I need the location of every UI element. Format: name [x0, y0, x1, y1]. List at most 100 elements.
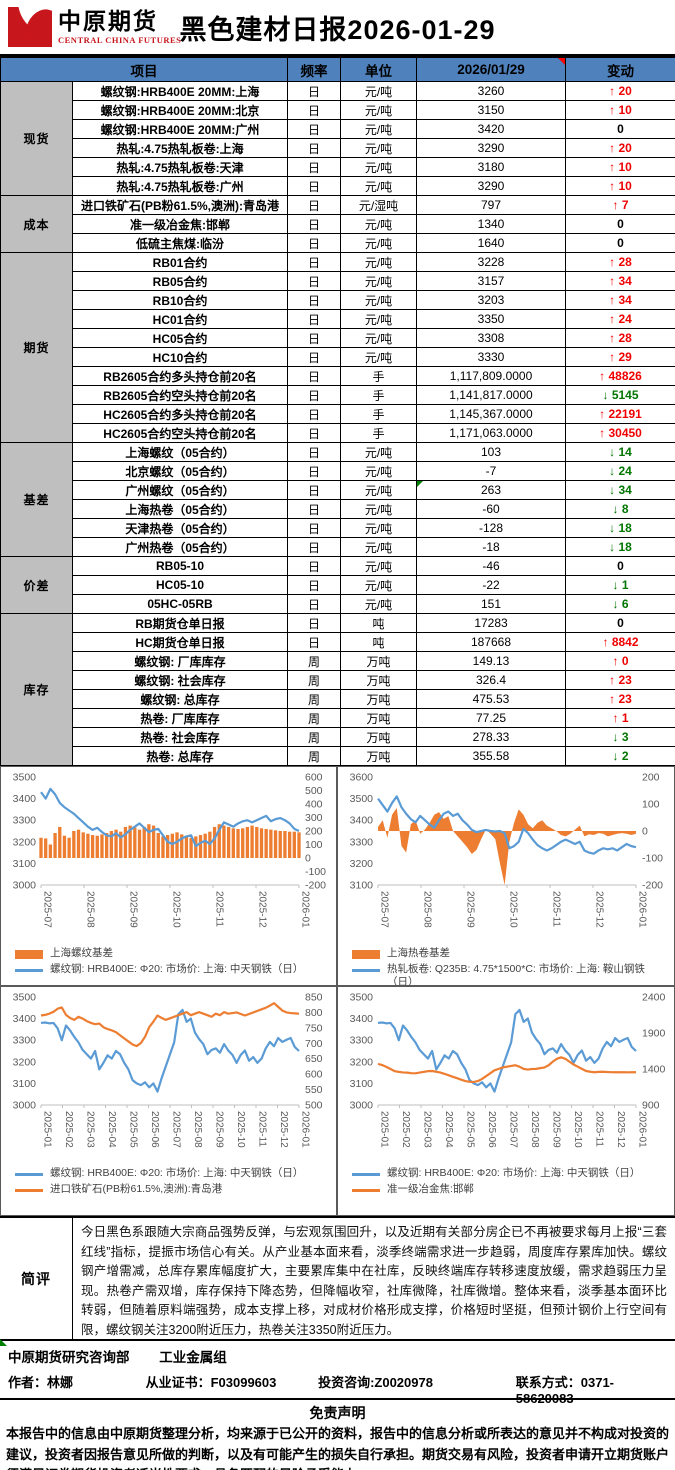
table-row: 北京螺纹（05合约）日元/吨 -7 ↓ 24 [1, 461, 675, 481]
legend-line-marker [15, 969, 43, 972]
legend-bar-marker [352, 950, 380, 959]
cell-item: 热轧:4.75热轧板卷:上海 [72, 138, 288, 158]
cell-value: 475.53 [416, 689, 566, 709]
svg-text:0: 0 [305, 853, 311, 865]
cell-unit: 元/吨 [340, 556, 417, 576]
cell-item: 上海螺纹（05合约） [72, 442, 288, 462]
svg-text:3200: 3200 [350, 1056, 374, 1068]
cell-frequency: 日 [287, 423, 341, 443]
cell-unit: 元/吨 [340, 499, 417, 519]
cell-change: ↑ 28 [565, 328, 675, 348]
cell-frequency: 日 [287, 499, 341, 519]
cell-value: 103 [416, 442, 566, 462]
svg-text:2025-07: 2025-07 [42, 891, 53, 928]
cell-change: ↑ 23 [565, 689, 675, 709]
cell-frequency: 日 [287, 271, 341, 291]
legend-item: 准一级冶金焦:邯郸 [352, 1183, 670, 1196]
svg-text:2025-01: 2025-01 [379, 1111, 390, 1148]
cell-item: 热卷: 总库存 [72, 746, 288, 766]
svg-text:-200: -200 [305, 880, 326, 892]
cell-unit: 万吨 [340, 670, 417, 690]
svg-text:900: 900 [642, 1100, 660, 1112]
svg-text:2025-12: 2025-12 [278, 1111, 289, 1148]
group-label: 现货 [0, 81, 73, 196]
table-row: 热卷: 厂库库存周万吨 77.25 ↑ 1 [1, 708, 675, 728]
svg-text:850: 850 [305, 992, 323, 1004]
cell-frequency: 日 [287, 461, 341, 481]
cell-item: 上海热卷（05合约） [72, 499, 288, 519]
table-row: HC10合约日元/吨 3330 ↑ 29 [1, 347, 675, 367]
cell-value: 3290 [416, 176, 566, 196]
cell-value: 77.25 [416, 708, 566, 728]
cell-change: ↑ 0 [565, 651, 675, 671]
cell-frequency: 日 [287, 404, 341, 424]
cell-unit: 元/吨 [340, 518, 417, 538]
svg-text:500: 500 [305, 785, 323, 797]
cell-frequency: 日 [287, 366, 341, 386]
cell-frequency: 日 [287, 632, 341, 652]
cell-change: ↑ 28 [565, 252, 675, 272]
chart-rebar-basis: 3000 3100 3200 3300 3400 3500 -200 -100 0 100 200 3… [0, 766, 337, 986]
cell-change: ↑ 8842 [565, 632, 675, 652]
table-header-row: 项目 频率 单位 2026/01/29 变动 [0, 57, 675, 82]
svg-text:2025-06: 2025-06 [149, 1111, 160, 1148]
cell-value: 1,145,367.0000 [416, 404, 566, 424]
svg-text:2025-09: 2025-09 [465, 891, 476, 928]
legend-item: 螺纹钢: HRB400E: Φ20: 市场价: 上海: 中天钢铁（日） [15, 963, 332, 976]
legend-item: 螺纹钢: HRB400E: Φ20: 市场价: 上海: 中天钢铁（日） [15, 1167, 332, 1180]
legend-line-marker [352, 1173, 380, 1176]
svg-text:2025-09: 2025-09 [214, 1111, 225, 1148]
cell-change: ↓ 6 [565, 594, 675, 614]
svg-text:2025-11: 2025-11 [257, 1111, 268, 1147]
cell-item: HC01合约 [72, 309, 288, 329]
cell-frequency: 日 [287, 556, 341, 576]
cell-item: HC05-10 [72, 575, 288, 595]
svg-text:2025-10: 2025-10 [572, 1111, 583, 1148]
cell-unit: 手 [340, 404, 417, 424]
cell-frequency: 周 [287, 746, 341, 766]
cell-frequency: 日 [287, 309, 341, 329]
svg-text:1900: 1900 [642, 1028, 666, 1040]
svg-text:3200: 3200 [350, 858, 374, 870]
cell-item: 广州螺纹（05合约） [72, 480, 288, 500]
cell-frequency: 日 [287, 442, 341, 462]
cell-unit: 元/湿吨 [340, 195, 417, 215]
svg-text:750: 750 [305, 1022, 323, 1034]
cell-frequency: 日 [287, 290, 341, 310]
svg-text:2025-06: 2025-06 [486, 1111, 497, 1148]
cell-value: 1,117,809.0000 [416, 366, 566, 386]
cell-item: 螺纹钢: 社会库存 [72, 670, 288, 690]
svg-text:2025-05: 2025-05 [465, 1111, 476, 1148]
cell-item: RB期货仓单日报 [72, 613, 288, 633]
chart-hrc-basis: 3100 3200 3300 3400 3500 3600 -200 -100 0 100 200 2… [337, 766, 675, 986]
svg-text:2025-08: 2025-08 [422, 891, 433, 928]
cell-frequency: 日 [287, 119, 341, 139]
svg-text:400: 400 [305, 799, 323, 811]
cell-item: 准一级冶金焦:邯郸 [72, 214, 288, 234]
legend-item: 上海热卷基差 [352, 947, 670, 960]
cell-unit: 万吨 [340, 651, 417, 671]
cell-change: 0 [565, 556, 675, 576]
col-header-change: 变动 [565, 57, 675, 82]
cell-frequency: 日 [287, 138, 341, 158]
cell-item: HC2605合约多头持仓前20名 [72, 404, 288, 424]
svg-text:0: 0 [642, 826, 648, 838]
cell-unit: 元/吨 [340, 233, 417, 253]
cell-value: 151 [416, 594, 566, 614]
svg-text:2026-01: 2026-01 [637, 1111, 648, 1148]
comment-section: 简评 今日黑色系跟随大宗商品强势反弹，与宏观氛围回升，以及近期有关部分房企已不再… [0, 1218, 675, 1341]
cell-change: ↑ 10 [565, 100, 675, 120]
cell-value: 3180 [416, 157, 566, 177]
table-row: 广州热卷（05合约）日元/吨 -18 ↓ 18 [1, 537, 675, 557]
cell-change: ↑ 20 [565, 81, 675, 101]
group-label: 期货 [0, 252, 73, 443]
svg-text:200: 200 [305, 826, 323, 838]
cell-change: ↓ 3 [565, 727, 675, 747]
cell-item: 热轧:4.75热轧板卷:天津 [72, 157, 288, 177]
cell-unit: 元/吨 [340, 461, 417, 481]
cell-item: RB01合约 [72, 252, 288, 272]
cell-frequency: 日 [287, 233, 341, 253]
cell-change: ↓ 5145 [565, 385, 675, 405]
svg-text:2025-12: 2025-12 [594, 891, 605, 928]
